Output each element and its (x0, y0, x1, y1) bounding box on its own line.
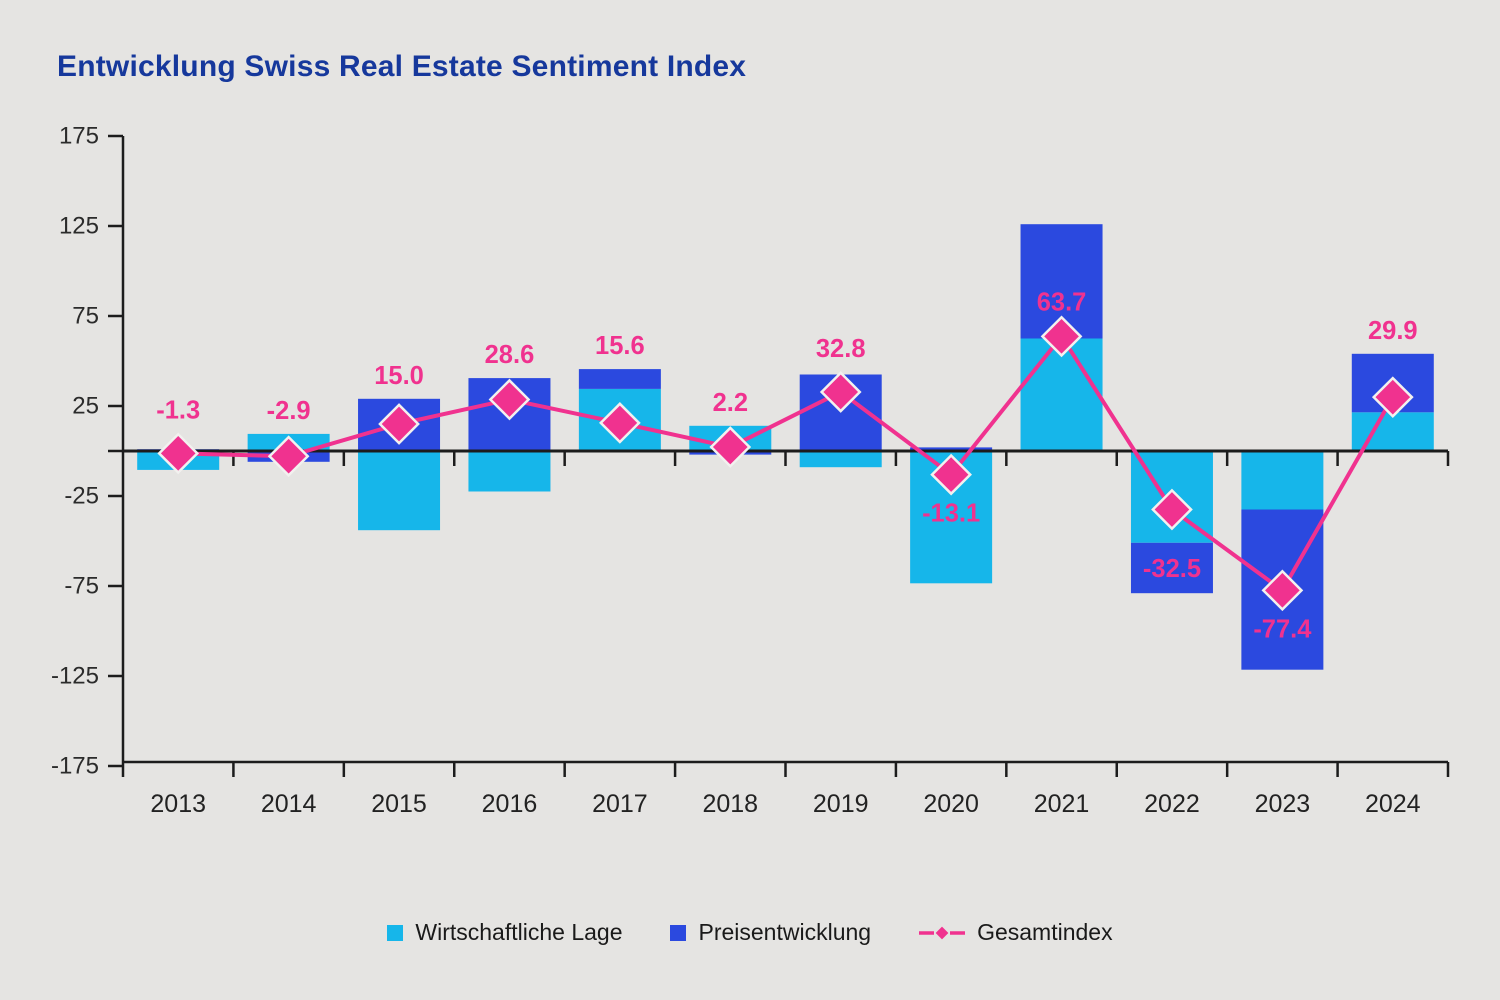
value-label-2013: -1.3 (156, 396, 200, 424)
gesamtindex-marker-2017 (599, 402, 641, 444)
x-axis-label-2015: 2015 (371, 790, 427, 818)
y-axis-label: -125 (51, 663, 99, 690)
x-axis-label-2024: 2024 (1365, 790, 1421, 818)
index-line-swatch-icon (919, 926, 966, 939)
x-axis-label-2016: 2016 (482, 790, 538, 818)
legend-item-preisentwicklung: Preisentwicklung (670, 919, 871, 946)
legend-label: Wirtschaftliche Lage (415, 919, 623, 945)
bar-wirtschaftliche-lage-2021 (1020, 338, 1103, 451)
y-axis-label: 125 (59, 213, 99, 240)
value-label-2022: -32.5 (1143, 555, 1201, 583)
gesamtindex-marker-2022 (1151, 488, 1193, 531)
value-label-2021: 63.7 (1037, 288, 1087, 316)
x-axis-label-2020: 2020 (923, 790, 979, 818)
x-axis-label-2019: 2019 (813, 790, 869, 818)
value-label-2020: -13.1 (922, 500, 980, 528)
legend-label: Gesamtindex (977, 919, 1113, 945)
gesamtindex-line (176, 334, 1395, 593)
gesamtindex-marker-2024 (1371, 376, 1414, 419)
gesamtindex-marker-2014 (267, 435, 310, 478)
y-axis-label: -175 (51, 753, 99, 780)
x-axis-label-2023: 2023 (1255, 790, 1311, 818)
value-label-2014: -2.9 (267, 397, 311, 425)
x-axis-label-2022: 2022 (1144, 790, 1200, 818)
value-label-2023: -77.4 (1253, 615, 1312, 643)
y-axis-label: -25 (64, 483, 99, 510)
x-axis-label-2017: 2017 (592, 790, 648, 818)
bar-preisentwicklung-2017 (578, 369, 661, 389)
y-axis-label: 75 (72, 303, 99, 330)
x-axis-label-2021: 2021 (1034, 790, 1090, 818)
y-axis-label: 175 (59, 123, 99, 150)
y-axis-label: -75 (64, 573, 99, 600)
chart-legend: Wirtschaftliche Lage Preisentwicklung Ge… (0, 919, 1500, 946)
value-label-2015: 15.0 (374, 362, 424, 390)
bar-wirtschaftliche-lage-2015 (358, 451, 441, 531)
gesamtindex-marker-2019 (819, 371, 862, 413)
gesamtindex-marker-2020 (930, 453, 972, 496)
y-axis-label: 25 (72, 393, 99, 420)
legend-item-gesamtindex: Gesamtindex (919, 919, 1113, 946)
legend-label: Preisentwicklung (698, 919, 872, 945)
bar-wirtschaftliche-lage-2023 (1241, 451, 1324, 510)
gesamtindex-marker-2013 (157, 432, 200, 475)
value-label-2017: 15.6 (595, 332, 645, 360)
value-label-2018: 2.2 (713, 389, 748, 417)
legend-item-wirtschaftliche-lage: Wirtschaftliche Lage (387, 919, 622, 946)
bar-wirtschaftliche-lage-2019 (799, 451, 882, 468)
bar-preisentwicklung-2022 (1130, 542, 1213, 594)
price-series-swatch-icon (670, 924, 687, 941)
x-axis-label-2013: 2013 (150, 790, 206, 818)
economic-series-swatch-icon (387, 924, 404, 941)
value-label-2024: 29.9 (1368, 317, 1418, 345)
value-label-2016: 28.6 (485, 341, 535, 369)
gesamtindex-marker-2016 (488, 378, 531, 421)
bar-preisentwicklung-2020 (910, 447, 993, 451)
x-axis-label-2018: 2018 (702, 790, 758, 818)
gesamtindex-marker-2015 (378, 403, 420, 445)
gesamtindex-marker-2021 (1040, 315, 1083, 358)
bar-wirtschaftliche-lage-2016 (468, 451, 551, 492)
gesamtindex-marker-2018 (709, 426, 752, 468)
gesamtindex-marker-2023 (1261, 569, 1304, 612)
value-label-2019: 32.8 (816, 335, 866, 363)
chart-title: Entwicklung Swiss Real Estate Sentiment … (57, 50, 747, 83)
x-axis-label-2014: 2014 (261, 790, 317, 818)
